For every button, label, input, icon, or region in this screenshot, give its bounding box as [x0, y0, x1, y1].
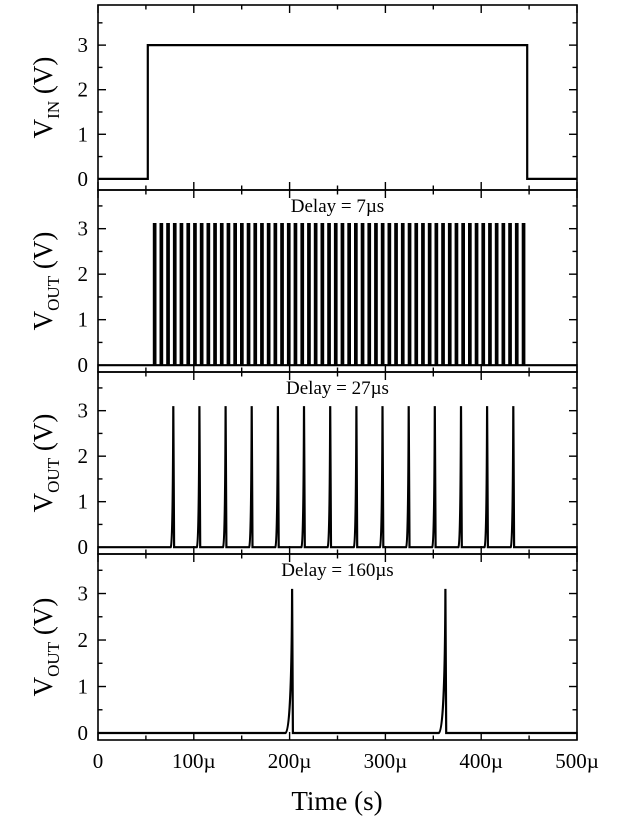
y-axis-title: VOUT (V) [28, 598, 63, 697]
x-tick-label: 0 [93, 749, 104, 773]
y-tick-label: 3 [78, 33, 89, 57]
delay-annotation: Delay = 7µs [291, 196, 384, 217]
y-tick-label: 0 [78, 721, 89, 745]
panel-frame [97, 553, 578, 741]
y-axis-title: VOUT (V) [28, 232, 63, 331]
x-tick-label: 500µ [555, 749, 599, 773]
voltage-trace [98, 406, 577, 549]
y-tick-label: 1 [78, 122, 89, 146]
y-tick-label: 2 [78, 444, 89, 468]
panels: 0 1 2 3 VIN (V) 0 1 2 3 VOUT (V) Delay = 7µs 0 1 2 3 VO… [28, 4, 578, 745]
x-tick-label: 200µ [268, 749, 312, 773]
x-tick-label: 400µ [459, 749, 503, 773]
y-tick-label: 0 [78, 535, 89, 559]
y-tick-label: 1 [78, 308, 89, 332]
y-tick-label: 0 [78, 353, 89, 377]
panel-input: 0 1 2 3 VIN (V) [28, 4, 578, 191]
delay-annotation: Delay = 160µs [281, 560, 393, 581]
y-tick-label: 1 [78, 675, 89, 699]
x-tick-label: 300µ [364, 749, 408, 773]
y-tick-label: 2 [78, 628, 89, 652]
delay-annotation: Delay = 27µs [286, 378, 389, 399]
x-tick-label: 100µ [172, 749, 216, 773]
y-tick-label: 1 [78, 490, 89, 514]
y-tick-label: 2 [78, 78, 89, 102]
y-tick-label: 3 [78, 217, 89, 241]
voltage-trace [98, 223, 577, 367]
y-axis-title: VIN (V) [28, 57, 63, 139]
voltage-trace [98, 588, 577, 735]
y-axis-title: VOUT (V) [28, 414, 63, 513]
panel-frame [97, 371, 578, 555]
y-tick-label: 3 [78, 582, 89, 606]
panel-output-delay-7us: 0 1 2 3 VOUT (V) Delay = 7µs [28, 189, 578, 377]
y-tick-label: 3 [78, 399, 89, 423]
voltage-trace [98, 44, 577, 180]
y-tick-label: 2 [78, 262, 89, 286]
panel-output-delay-27us: 0 1 2 3 VOUT (V) Delay = 27µs [28, 371, 578, 559]
panel-frame [97, 4, 578, 191]
panel-output-delay-160us: 0 1 2 3 VOUT (V) Delay = 160µs [28, 553, 578, 745]
y-tick-label: 0 [78, 167, 89, 191]
x-axis-title: Time (s) [291, 786, 382, 816]
x-tick-labels: 0 100µ 200µ 300µ 400µ 500µ [93, 749, 599, 773]
